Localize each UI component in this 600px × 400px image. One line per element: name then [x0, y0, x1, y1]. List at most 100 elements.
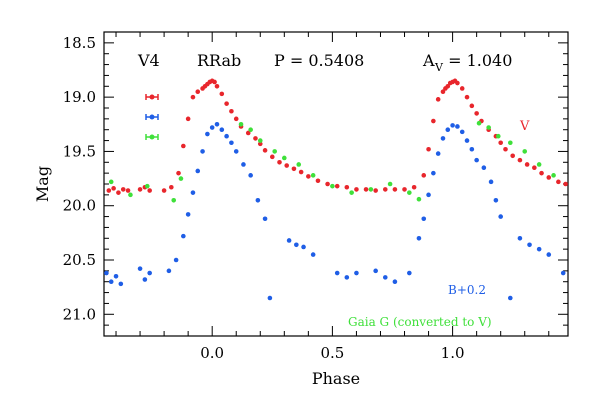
point-B — [229, 140, 234, 146]
y-axis-label: Mag — [33, 166, 52, 202]
point-V — [440, 89, 446, 95]
point-V — [185, 116, 191, 122]
point-G — [349, 190, 354, 195]
point-B — [205, 131, 210, 137]
point-B — [527, 242, 532, 248]
point-G — [387, 181, 393, 187]
point-V — [214, 83, 220, 89]
point-V — [334, 183, 340, 189]
point-V — [212, 79, 217, 85]
point-V — [435, 97, 441, 102]
point-B — [185, 212, 191, 217]
point-V — [181, 143, 186, 149]
amplitude-subscript: V — [434, 61, 444, 74]
point-V — [426, 146, 431, 152]
point-B — [354, 270, 359, 276]
point-B — [137, 266, 143, 271]
point-B — [200, 149, 205, 154]
point-G — [248, 127, 253, 133]
point-B — [373, 268, 378, 274]
point-G — [476, 120, 482, 126]
point-B — [219, 127, 225, 133]
point-V — [325, 181, 330, 187]
point-G — [536, 162, 542, 167]
point-V — [498, 140, 503, 146]
point-V — [402, 187, 407, 192]
point-V — [262, 148, 268, 153]
point-G — [144, 183, 150, 189]
point-G — [178, 176, 184, 181]
point-V — [517, 157, 523, 163]
point-B — [255, 197, 261, 203]
point-G — [310, 173, 316, 178]
point-G — [522, 149, 528, 154]
point-B — [488, 179, 494, 185]
point-G — [330, 183, 335, 189]
point-B — [416, 235, 422, 241]
point-V — [464, 94, 470, 100]
point-V — [354, 187, 359, 192]
point-V — [229, 108, 234, 114]
point-V — [382, 187, 388, 192]
point-V — [245, 130, 251, 136]
point-G — [495, 133, 501, 139]
point-V — [539, 170, 544, 176]
y-tick-label: 18.5 — [63, 34, 96, 52]
point-V — [233, 116, 239, 122]
point-B — [435, 151, 441, 156]
point-B — [382, 275, 388, 280]
point-V — [411, 184, 417, 190]
point-B — [142, 277, 148, 282]
point-V — [306, 174, 311, 179]
x-tick-label: 0.0 — [200, 344, 224, 362]
point-V — [176, 170, 181, 176]
point-V — [469, 103, 475, 109]
point-V — [445, 83, 451, 89]
point-B — [459, 129, 465, 135]
point-B — [118, 281, 124, 287]
point-B — [560, 270, 566, 276]
point-B — [224, 133, 229, 139]
point-B — [301, 244, 306, 250]
point-B — [464, 138, 470, 143]
x-tick-label: 1.0 — [441, 344, 465, 362]
point-V — [161, 188, 167, 193]
point-B — [248, 173, 253, 178]
point-B — [546, 252, 552, 257]
point-V — [421, 173, 427, 178]
amplitude-prefix: A — [422, 51, 435, 70]
point-V — [459, 86, 465, 91]
x-axis-label: Phase — [312, 369, 360, 388]
point-V — [137, 187, 143, 192]
point-V — [556, 179, 561, 185]
point-V — [257, 141, 263, 147]
point-B — [426, 192, 431, 198]
point-B — [190, 190, 196, 195]
point-G — [282, 155, 287, 161]
point-V — [392, 187, 398, 192]
point-V — [190, 94, 196, 100]
point-B — [286, 238, 292, 243]
point-V — [284, 163, 290, 168]
point-B — [173, 257, 179, 263]
plot-frame — [103, 31, 569, 337]
point-V — [219, 91, 225, 97]
point-B — [262, 216, 268, 222]
amplitude-value: = 1.040 — [443, 51, 512, 70]
point-G — [486, 125, 491, 130]
point-B — [166, 268, 172, 274]
point-B — [209, 125, 215, 130]
point-V — [120, 187, 126, 192]
point-B — [104, 270, 109, 276]
point-B — [195, 168, 201, 174]
point-B — [431, 170, 436, 176]
point-B — [334, 270, 340, 276]
point-V — [474, 111, 479, 116]
point-B — [407, 270, 412, 276]
point-B — [267, 295, 273, 301]
point-B — [455, 124, 460, 129]
point-V — [546, 175, 552, 180]
point-V — [253, 136, 258, 141]
point-B — [536, 246, 542, 252]
point-G — [551, 173, 556, 178]
